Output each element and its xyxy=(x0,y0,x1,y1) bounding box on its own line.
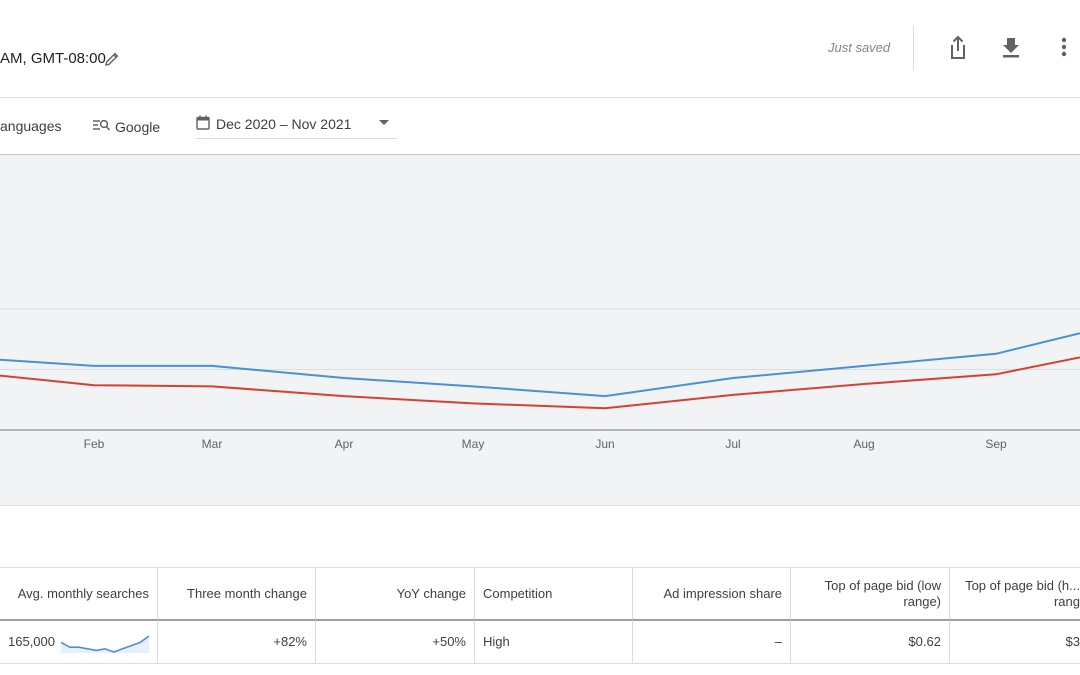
col-three-month-change[interactable]: Three month change xyxy=(157,568,315,619)
timezone-text: AM, GMT-08:00 xyxy=(0,50,106,67)
search-network-icon xyxy=(93,118,111,135)
filter-bar: anguages Google Dec 2020 – Nov 2021 xyxy=(0,98,1080,155)
series-line-2 xyxy=(0,356,1080,410)
date-range-label: Dec 2020 – Nov 2021 xyxy=(216,116,352,132)
x-tick-label: Apr xyxy=(335,437,354,451)
col-top-bid-high[interactable]: Top of page bid (h... rang xyxy=(949,568,1080,619)
date-range-dropdown[interactable]: Dec 2020 – Nov 2021 xyxy=(196,110,397,139)
col-yoy-change[interactable]: YoY change xyxy=(315,568,474,619)
pencil-icon[interactable] xyxy=(104,51,120,67)
yoy-change-cell: +50% xyxy=(315,620,474,663)
languages-filter[interactable]: anguages xyxy=(0,118,62,134)
table-header: Avg. monthly searches Three month change… xyxy=(0,567,1080,621)
avg-monthly-searches-value: 165,000 xyxy=(8,634,55,649)
x-tick-label: Feb xyxy=(84,437,105,451)
top-bid-low-cell: $0.62 xyxy=(790,620,949,663)
col-avg-monthly-searches[interactable]: Avg. monthly searches xyxy=(17,585,149,601)
search-trend-chart: Feb Mar Apr May Jun Jul Aug Sep xyxy=(0,155,1080,506)
network-filter-label: Google xyxy=(115,118,161,135)
trend-sparkline xyxy=(60,634,149,653)
table-row[interactable]: 165,000 +82% +50% High – $0.62 $3 xyxy=(0,620,1080,664)
x-tick-label: Sep xyxy=(985,437,1007,451)
header-bar: AM, GMT-08:00 Just saved xyxy=(0,0,1080,98)
sparkline-line xyxy=(60,634,149,653)
x-tick-label: Aug xyxy=(853,437,874,451)
save-status: Just saved xyxy=(828,40,891,55)
avg-monthly-searches-cell: 165,000 xyxy=(0,620,157,663)
col-competition[interactable]: Competition xyxy=(474,568,632,619)
more-vert-icon[interactable] xyxy=(1051,34,1077,62)
competition-cell: High xyxy=(474,620,632,663)
series-line-1 xyxy=(0,332,1080,398)
x-tick-label: Jun xyxy=(595,437,614,451)
three-month-change-cell: +82% xyxy=(157,620,315,663)
calendar-icon xyxy=(196,115,210,133)
ad-impression-share-cell: – xyxy=(632,620,790,663)
share-icon[interactable] xyxy=(945,34,971,62)
chevron-down-icon xyxy=(379,120,389,125)
col-ad-impression-share[interactable]: Ad impression share xyxy=(632,568,790,619)
network-filter[interactable]: Google xyxy=(93,118,160,135)
top-bid-high-cell: $3 xyxy=(949,620,1080,663)
header-divider xyxy=(913,26,914,70)
chart-svg: Feb Mar Apr May Jun Jul Aug Sep xyxy=(0,308,1080,451)
col-top-bid-low[interactable]: Top of page bid (low range) xyxy=(790,568,949,619)
x-tick-label: Jul xyxy=(725,437,740,451)
download-icon[interactable] xyxy=(998,34,1024,62)
x-tick-label: May xyxy=(462,437,485,451)
x-tick-label: Mar xyxy=(202,437,223,451)
